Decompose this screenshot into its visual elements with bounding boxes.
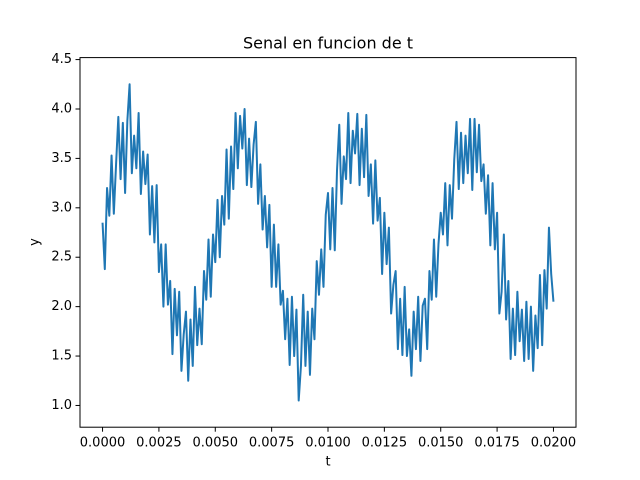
y-tick-label: 2.5 [51, 250, 72, 265]
y-tick-label: 3.5 [51, 151, 72, 166]
x-tick-label: 0.0075 [249, 436, 295, 451]
x-axis-label: t [325, 455, 330, 470]
y-tick-label: 1.5 [51, 349, 72, 364]
y-axis-label: y [28, 238, 43, 246]
y-tick-label: 1.0 [51, 398, 72, 413]
x-tick-label: 0.0100 [305, 436, 351, 451]
data-line [101, 83, 555, 402]
x-tick-label: 0.0125 [362, 436, 408, 451]
x-tick-label: 0.0150 [418, 436, 464, 451]
chart-title: Senal en funcion de t [243, 34, 413, 53]
x-tick-label: 0.0200 [531, 436, 577, 451]
plot-frame [79, 57, 577, 428]
y-tick-label: 4.5 [51, 52, 72, 67]
x-tick-label: 0.0175 [474, 436, 520, 451]
x-tick-label: 0.0025 [136, 436, 182, 451]
y-tick-label: 2.0 [51, 299, 72, 314]
y-tick-label: 3.0 [51, 200, 72, 215]
x-tick-label: 0.0000 [80, 436, 126, 451]
x-tick-label: 0.0050 [193, 436, 239, 451]
y-tick-label: 4.0 [51, 101, 72, 116]
